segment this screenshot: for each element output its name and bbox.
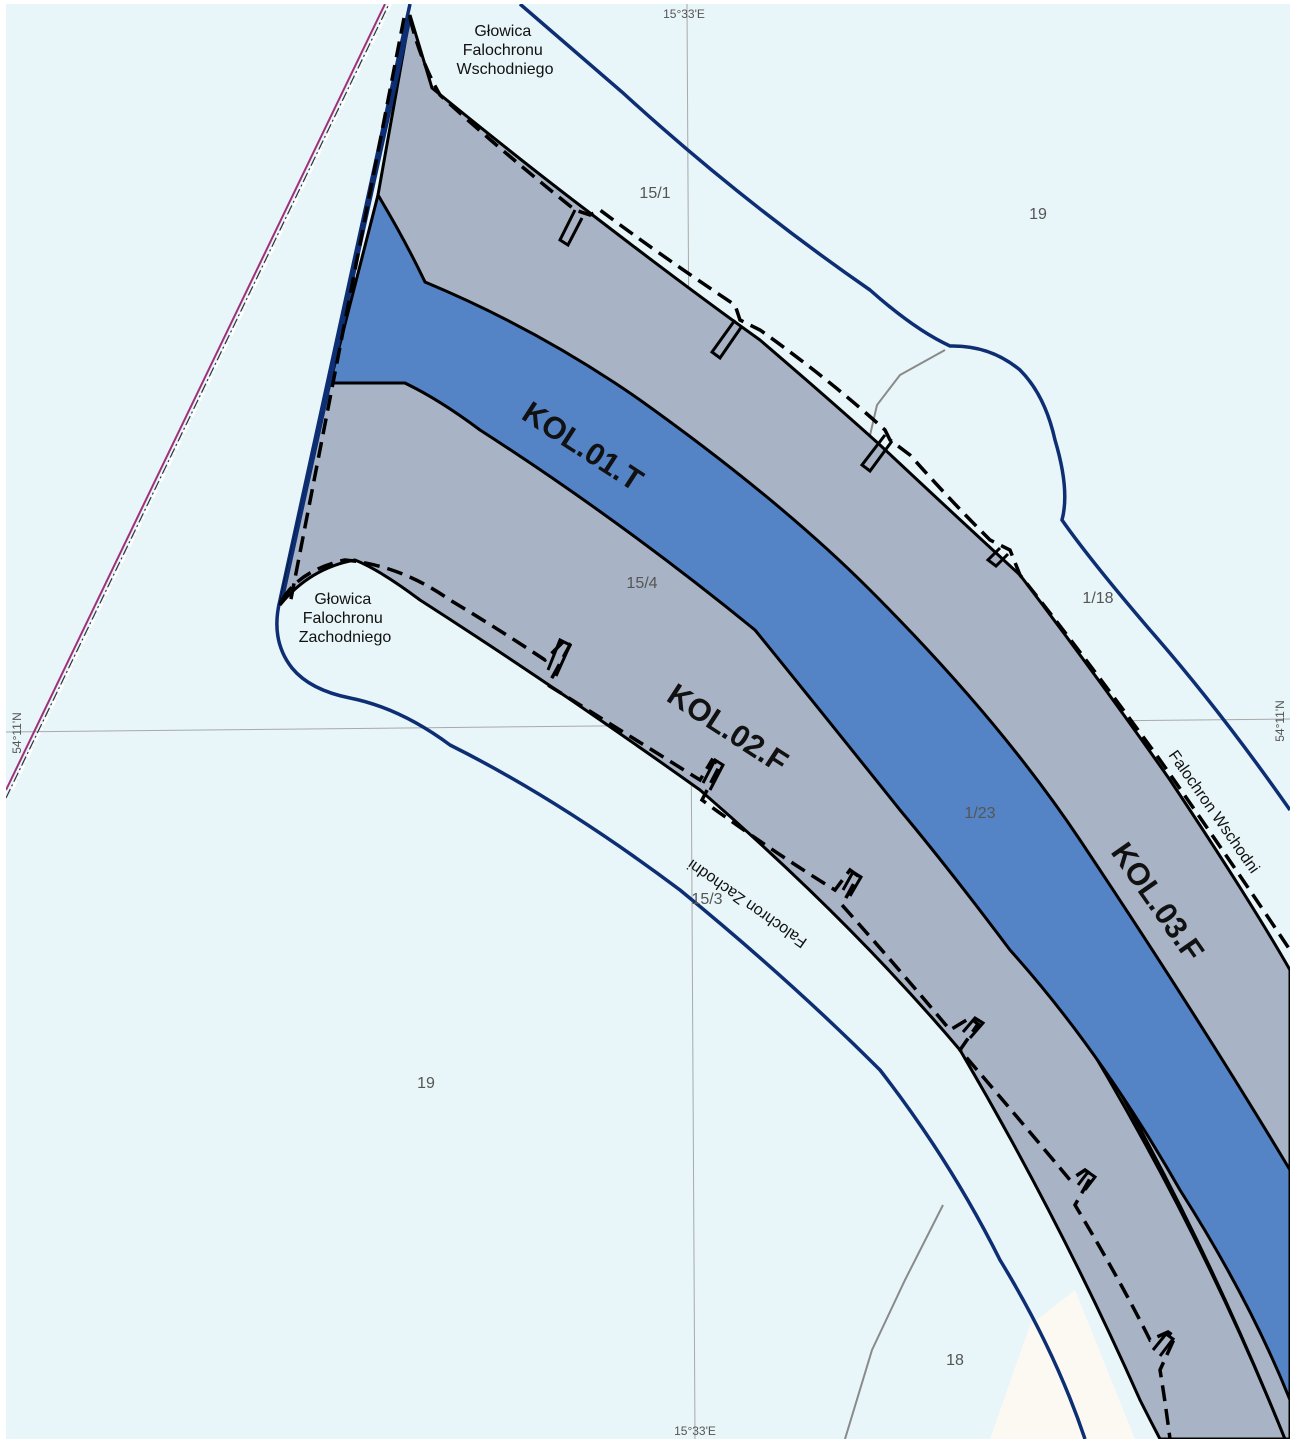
- latitude-label-left: 54°11'N: [10, 712, 24, 754]
- breakwater-east-notches: [558, 209, 1010, 568]
- plot-number: 15/3: [691, 891, 722, 908]
- plot-number: 19: [1029, 206, 1047, 223]
- plot-number: 1/23: [964, 805, 995, 822]
- fairway-boundary-east: [518, 4, 1290, 812]
- breakwater-west-notches: [546, 637, 1176, 1357]
- plot-boundary-line-lower: [844, 1204, 944, 1439]
- dashdot-boundary: [6, 4, 393, 799]
- breakwater-east-hatching: [288, 17, 1290, 951]
- breakwater-west-hatching: [280, 558, 1178, 1439]
- map-canvas[interactable]: 15°33'E 15°33'E 54°11'N 54°11'N 15/1 19 …: [6, 4, 1290, 1439]
- breakwater-head-east-label: Głowica Falochronu Wschodniego: [457, 23, 554, 78]
- latitude-label-right: 54°11'N: [1273, 700, 1287, 742]
- longitude-label-bottom: 15°33'E: [674, 1424, 716, 1438]
- longitude-label-top: 15°33'E: [663, 7, 705, 21]
- map-frame[interactable]: 15°33'E 15°33'E 54°11'N 54°11'N 15/1 19 …: [6, 4, 1290, 1439]
- plot-number: 19: [417, 1075, 435, 1092]
- plot-number: 1/18: [1082, 590, 1113, 607]
- plot-number: 15/4: [626, 575, 657, 592]
- fairway-boundary-west: [275, 4, 1087, 1439]
- land-patch: [990, 1290, 1135, 1439]
- breakwater-head-west-label: Głowica Falochronu Zachodniego: [299, 591, 392, 646]
- plot-number: 15/1: [639, 185, 670, 202]
- plot-number: 18: [946, 1352, 964, 1369]
- zone-kol-01-t: [328, 191, 1290, 1401]
